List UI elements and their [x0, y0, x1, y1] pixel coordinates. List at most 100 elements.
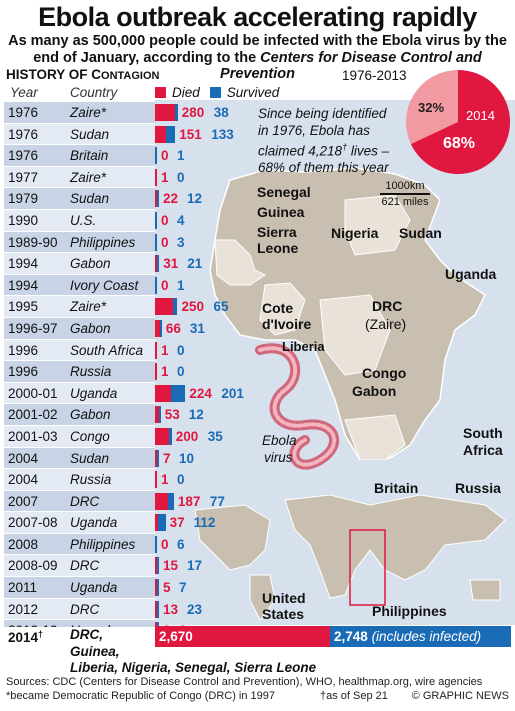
pie-pct-old: 32% [418, 100, 445, 115]
value-survived: 31 [189, 320, 205, 336]
bar-row: 151 133 [155, 124, 355, 146]
row-year: 1976 [8, 148, 39, 164]
value-survived: 23 [187, 601, 203, 617]
row-country: Congo [70, 428, 110, 444]
pie-pct-new: 68% [443, 135, 476, 152]
outbreak-table: 1976 Zaire* 1976 Sudan 1976 Britain 1977 Zaire*… [4, 102, 155, 642]
row-year: 1996-97 [8, 320, 58, 336]
row-divider [4, 208, 155, 210]
note-text: Since being identified in 1976, Ebola ha… [258, 106, 418, 177]
scale-line [380, 193, 430, 195]
note-line-1: Since being identified [258, 106, 387, 121]
row-year: 2001-03 [8, 428, 58, 444]
as-of-note: †as of Sep 21 [320, 690, 388, 702]
row-year: 1996 [8, 364, 39, 380]
row-year: 2000-01 [8, 385, 58, 401]
legend-survived-swatch [209, 87, 221, 98]
value-survived: 38 [213, 105, 229, 120]
total-dagger: † [38, 629, 44, 639]
bar-row: 66 31 [155, 318, 355, 340]
row-year: 2007 [8, 493, 39, 509]
bar-died [155, 557, 157, 575]
value-survived: 10 [179, 450, 195, 466]
row-year: 2008-09 [8, 558, 58, 574]
value-died: 66 [165, 320, 181, 336]
row-country: Sudan [70, 191, 110, 207]
map-label-sierra: Sierra [257, 224, 297, 240]
row-divider [4, 576, 155, 578]
map-label-uganda: Uganda [445, 266, 497, 282]
note-line-3b: lives – [347, 143, 390, 159]
value-survived: 201 [221, 385, 244, 401]
row-year: 2007-08 [8, 515, 58, 531]
value-died: 187 [177, 493, 201, 509]
bar-died [155, 298, 173, 316]
bar-row: 53 12 [155, 404, 355, 426]
bar-survived [155, 233, 157, 251]
scale-bar: 1000km 621 miles [380, 180, 430, 208]
row-divider [4, 619, 155, 621]
bar-row: 31 21 [155, 253, 355, 275]
map-label-leone: Leone [257, 240, 299, 256]
row-divider [4, 424, 155, 426]
note-dagger: † [342, 142, 348, 152]
pie-year-label: 2014 [466, 108, 495, 123]
map-label-divoire: d'Ivoire [262, 316, 312, 332]
table-row: 1977 Zaire* [4, 166, 155, 189]
row-divider [4, 597, 155, 599]
value-survived: 133 [211, 126, 234, 142]
value-died: 1 [161, 342, 169, 358]
outbreak-bars: 280 38 151 133 0 1 1 0 22 12 0 4 0 3 31 21 0 1 250 65 66 31 1 0… [155, 102, 355, 642]
eurasia-landmass [284, 494, 506, 599]
bar-died [155, 190, 157, 208]
bar-died [155, 427, 170, 445]
value-died: 250 [181, 299, 205, 315]
row-divider [4, 403, 155, 405]
row-year: 2012 [8, 601, 39, 617]
scale-miles: 621 miles [381, 196, 429, 208]
row-divider [4, 252, 155, 254]
bar-survived [157, 190, 159, 208]
bar-died [155, 168, 157, 186]
bar-died [155, 600, 157, 618]
west-africa-region [214, 239, 266, 286]
bar-died [155, 492, 169, 510]
total-countries: DRC, Guinea, Liberia, Nigeria, Senegal, … [70, 627, 370, 677]
bar-row: 280 38 [155, 102, 355, 124]
row-country: DRC [70, 558, 100, 574]
ebola-virus-illustration [255, 343, 340, 470]
sources-line-2: *became Democratic Republic of Congo (DR… [6, 689, 276, 702]
bar-survived [155, 147, 157, 165]
value-died: 31 [163, 256, 179, 272]
subtitle-line-2: end of January, according to the Centers… [0, 50, 515, 82]
value-survived: 21 [187, 256, 203, 272]
row-divider [4, 532, 155, 534]
row-country: Uganda [70, 580, 118, 596]
bar-survived [165, 125, 176, 143]
south-america-landmass [249, 574, 276, 621]
map-label-south: South [463, 425, 503, 441]
bar-survived [157, 579, 159, 597]
row-divider [4, 360, 155, 362]
map-label-states: States [262, 606, 305, 622]
row-country: Russia [70, 364, 112, 380]
row-year: 2001-02 [8, 407, 58, 423]
row-country: Sudan [70, 126, 110, 142]
bar-row: 22 12 [155, 188, 355, 210]
bar-died [155, 363, 157, 381]
bar-died [155, 341, 157, 359]
nigeria-region [259, 282, 306, 336]
value-survived: 35 [207, 428, 223, 444]
subtitle-org: Centers for Disease Control and Preventi… [220, 50, 482, 82]
row-country: Ivory Coast [70, 277, 139, 293]
row-year: 1976 [8, 126, 39, 142]
total-countries-line-1: DRC, [70, 627, 103, 642]
value-died: 0 [161, 234, 169, 250]
value-survived: 4 [177, 212, 185, 228]
bar-died [155, 514, 158, 532]
row-divider [4, 316, 155, 318]
value-died: 53 [164, 407, 180, 423]
